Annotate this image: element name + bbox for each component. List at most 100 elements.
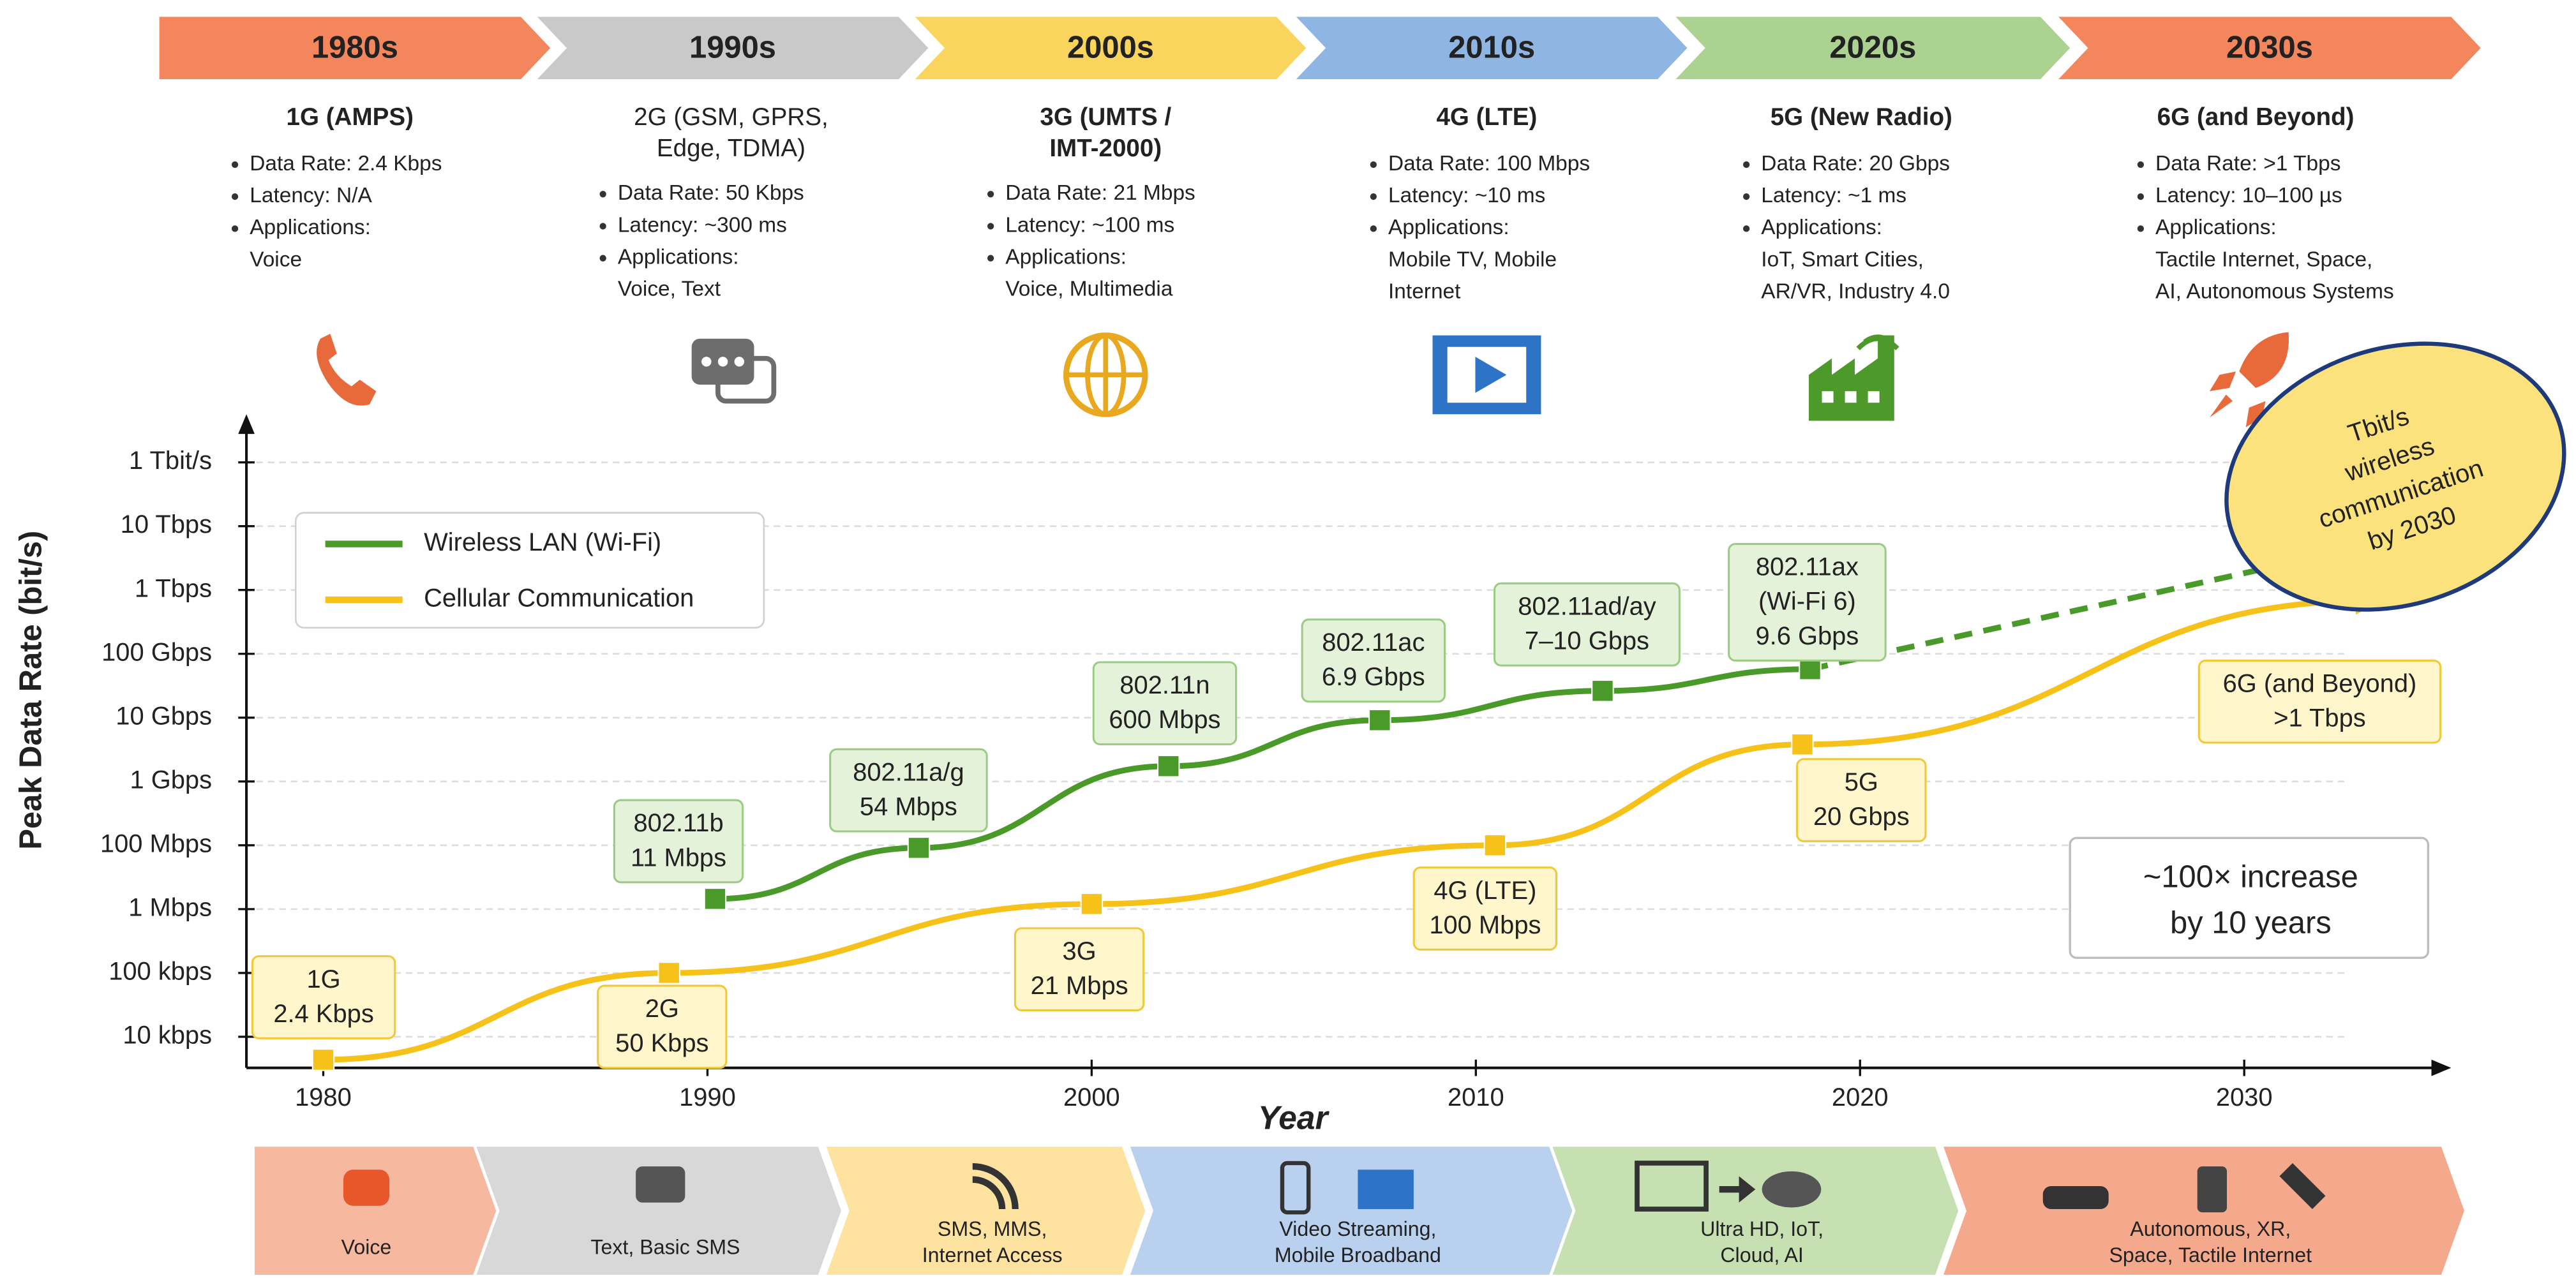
cloud-icon: [1762, 1171, 1822, 1208]
detail-text: Applications:: [1388, 216, 1509, 239]
point-label: (Wi-Fi 6): [1758, 588, 1856, 616]
arrow-icon: [1719, 1176, 1756, 1203]
chat-dot: [734, 357, 745, 367]
y-tick-label: 10 Gbps: [116, 702, 212, 730]
note-text: ~100× increase: [2143, 860, 2358, 895]
application-icon: [972, 1162, 1019, 1210]
monitor-icon: [1635, 1161, 1709, 1212]
phone-icon: [317, 334, 377, 406]
data-point: [703, 888, 727, 910]
bullet: [1370, 161, 1377, 168]
point-label: 802.11ax: [1756, 553, 1859, 581]
point-label: 9.6 Gbps: [1755, 622, 1859, 650]
era-icon: [691, 338, 777, 404]
bullet: [987, 223, 994, 230]
point-label-box: [1301, 618, 1446, 703]
generation-title: Edge, TDMA): [657, 135, 805, 162]
x-tick-label: 1980: [295, 1083, 352, 1111]
y-tick-label: 1 Mbps: [128, 893, 212, 921]
detail-text: Voice, Text: [618, 278, 721, 301]
detail-text: Latency: 10–100 µs: [2155, 184, 2342, 207]
application-segment: [476, 1147, 841, 1275]
era-icon: [1808, 334, 1899, 421]
era-icon: [317, 334, 377, 406]
bullet: [1742, 225, 1750, 232]
video-icon: [1475, 357, 1507, 393]
generation-title: 1G (AMPS): [287, 103, 414, 131]
point-label: 50 Kbps: [615, 1029, 708, 1057]
detail-text: Data Rate: 50 Kbps: [618, 181, 804, 205]
point-label: 100 Mbps: [1429, 911, 1541, 939]
point-label: 802.11n: [1120, 671, 1209, 699]
point-label-box: [613, 799, 744, 884]
era-arrow: [2058, 17, 2481, 80]
telephone-icon: [343, 1170, 390, 1206]
detail-text: AR/VR, Industry 4.0: [1761, 280, 1950, 304]
point-label: 6G (and Beyond): [2223, 669, 2417, 697]
era-icon: [2210, 332, 2289, 427]
note-text: by 10 years: [2170, 906, 2332, 940]
bullet: [231, 161, 239, 168]
bullet: [987, 191, 994, 198]
detail-text: Latency: ~10 ms: [1388, 184, 1545, 207]
detail-text: Applications:: [1005, 246, 1127, 269]
y-tick-label: 1 Tbit/s: [129, 447, 212, 475]
data-point: [657, 962, 680, 984]
point-label: 802.11b: [633, 809, 723, 837]
chat-icon: [715, 355, 777, 404]
y-axis-arrow: [238, 414, 255, 435]
detail-text: Data Rate: 2.4 Kbps: [250, 152, 442, 175]
generation-title: 4G (LTE): [1436, 103, 1537, 131]
generation-title: 6G (and Beyond): [2157, 103, 2355, 131]
application-icon: [1635, 1161, 1822, 1212]
detail-text: Applications:: [2155, 216, 2277, 239]
phone-icon: [1280, 1161, 1311, 1215]
data-point: [1483, 834, 1507, 857]
application-text: SMS, MMS,: [938, 1217, 1047, 1240]
bullet: [1742, 193, 1750, 200]
callout-ellipse: [2224, 341, 2566, 612]
series-line: [712, 666, 1813, 902]
bullet: [2137, 193, 2145, 200]
bullet: [1370, 225, 1377, 232]
point-label: 11 Mbps: [631, 843, 726, 872]
x-tick-label: 2020: [1832, 1083, 1889, 1111]
point-label: 802.11ad/ay: [1518, 592, 1656, 620]
point-label: 21 Mbps: [1031, 972, 1128, 1000]
y-axis-label: Peak Data Rate (bit/s): [13, 531, 48, 850]
application-icon: [2042, 1162, 2326, 1213]
point-label: >1 Tbps: [2273, 704, 2365, 732]
bullet: [2137, 161, 2145, 168]
point-label-box: [597, 984, 728, 1069]
generation-title: IMT-2000): [1049, 135, 1162, 162]
robot-icon: [2197, 1166, 2228, 1213]
factory-window: [1845, 391, 1857, 403]
point-label-box: [1494, 582, 1681, 667]
point-label: 5G: [1845, 768, 1878, 796]
bullet: [599, 255, 606, 262]
point-label: 1G: [306, 965, 340, 993]
data-point: [311, 1048, 335, 1071]
point-label-box: [1728, 543, 1887, 662]
detail-text: Applications:: [250, 216, 371, 239]
bullet: [599, 223, 606, 230]
detail-text: Tactile Internet, Space,: [2155, 248, 2372, 271]
y-tick-label: 10 Tbps: [121, 510, 212, 539]
detail-text: Data Rate: 20 Gbps: [1761, 152, 1950, 175]
x-tick-label: 2010: [1448, 1083, 1504, 1111]
detail-text: Data Rate: >1 Tbps: [2155, 152, 2340, 175]
satellite-icon: [2279, 1162, 2326, 1210]
y-tick-label: 1 Tbps: [135, 574, 212, 602]
application-icon: [343, 1170, 390, 1206]
bullet: [231, 225, 239, 232]
legend-label: Wireless LAN (Wi-Fi): [424, 528, 661, 556]
x-axis-label: Year: [1258, 1099, 1330, 1136]
y-tick-label: 1 Gbps: [130, 766, 212, 794]
point-label: 802.11a/g: [853, 758, 964, 786]
detail-text: Latency: ~1 ms: [1761, 184, 1906, 207]
application-segment: [1130, 1147, 1573, 1275]
wifi-icon: [1856, 334, 1899, 351]
data-point: [1157, 755, 1180, 778]
detail-text: Voice: [250, 248, 302, 271]
